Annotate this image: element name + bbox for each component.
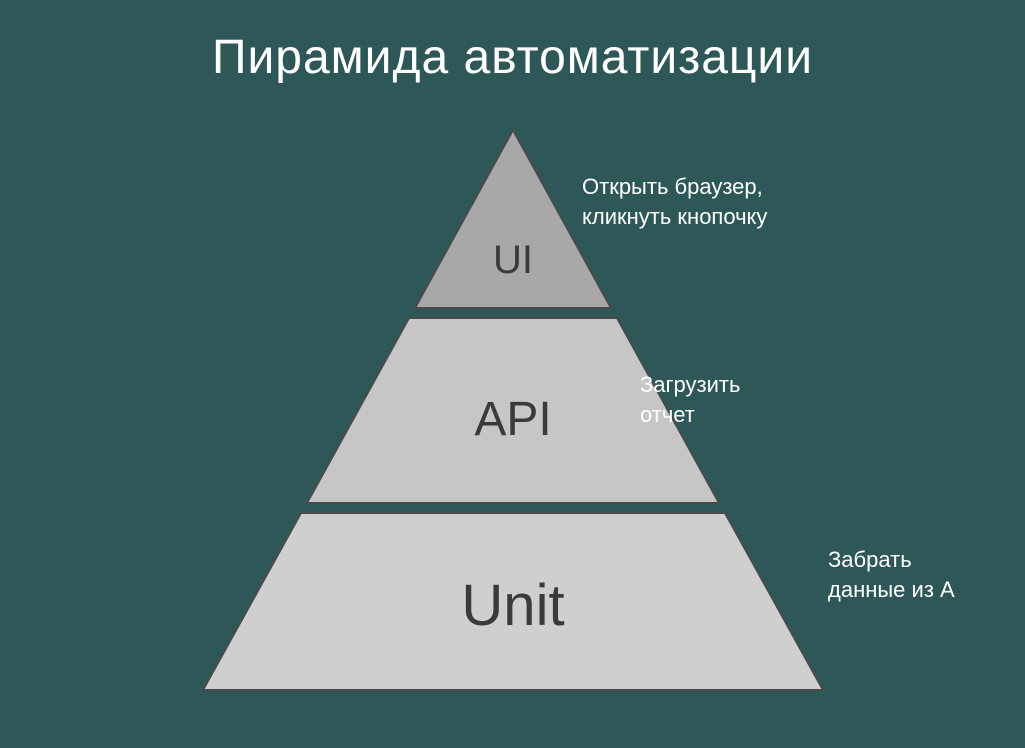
page-title: Пирамида автоматизации bbox=[0, 0, 1025, 85]
annotation-ui-line2: кликнуть кнопочку bbox=[582, 204, 767, 229]
pyramid-tier-ui-label: UI bbox=[493, 238, 533, 282]
annotation-ui-line1: Открыть браузер, bbox=[582, 174, 763, 199]
annotation-api-line1: Загрузить bbox=[640, 372, 740, 397]
annotation-unit: Забрать данные из A bbox=[828, 545, 955, 604]
annotation-ui: Открыть браузер, кликнуть кнопочку bbox=[582, 172, 767, 231]
annotation-unit-line2: данные из A bbox=[828, 577, 955, 602]
pyramid-tier-api-label: API bbox=[474, 393, 551, 446]
annotation-api: Загрузить отчет bbox=[640, 370, 740, 429]
annotation-unit-line1: Забрать bbox=[828, 547, 912, 572]
annotation-api-line2: отчет bbox=[640, 402, 695, 427]
pyramid-tier-unit-label: Unit bbox=[461, 573, 564, 638]
